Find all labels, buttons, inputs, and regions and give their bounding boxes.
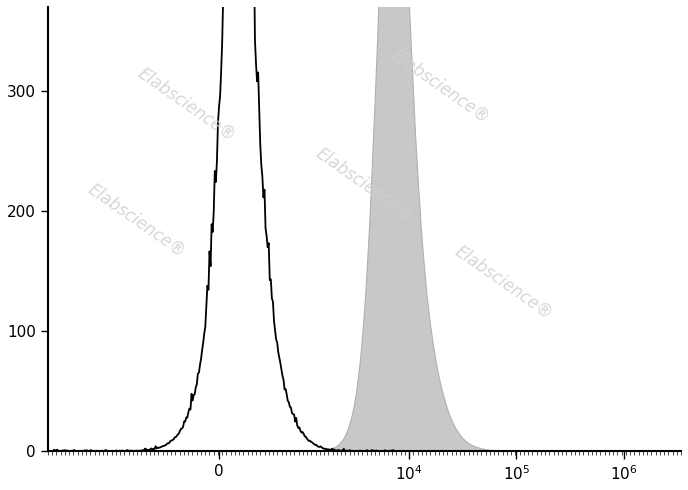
Text: Elabscience®: Elabscience®	[312, 144, 417, 225]
Text: Elabscience®: Elabscience®	[388, 47, 493, 127]
Text: Elabscience®: Elabscience®	[84, 180, 189, 261]
Text: Elabscience®: Elabscience®	[451, 242, 556, 323]
Text: Elabscience®: Elabscience®	[135, 64, 239, 145]
